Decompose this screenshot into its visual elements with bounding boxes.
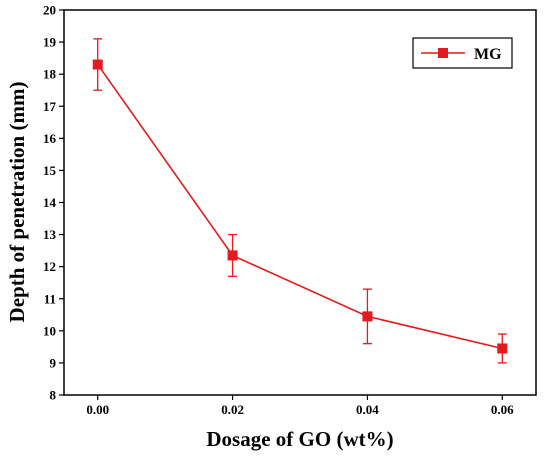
tick-group: 8 9 10 11 12 13 14 15 16 17 18 19 20 0.00 0.02 0.04 0.06 (43, 3, 514, 418)
x-tick-label: 0.04 (356, 402, 379, 417)
y-tick-label: 19 (43, 35, 57, 50)
y-tick-label: 13 (43, 227, 57, 242)
x-tick-label: 0.02 (221, 402, 244, 417)
y-tick-label: 10 (43, 323, 56, 338)
x-tick-label: 0.06 (491, 402, 514, 417)
data-point (362, 311, 373, 322)
series-line (97, 64, 503, 350)
x-tick-label: 0.00 (86, 402, 109, 417)
data-point (227, 250, 238, 261)
y-tick-label: 8 (50, 388, 57, 403)
x-axis-title: Dosage of GO (wt%) (206, 427, 393, 451)
data-mark-group (92, 38, 508, 364)
legend-marker (438, 48, 448, 58)
y-tick-label: 20 (43, 3, 56, 18)
y-tick-label: 11 (44, 291, 56, 306)
y-tick-label: 9 (50, 355, 57, 370)
y-tick-label: 15 (43, 163, 57, 178)
y-tick-label: 12 (43, 259, 56, 274)
y-tick-label: 16 (43, 131, 57, 146)
legend-label: MG (474, 46, 502, 63)
y-tick-label: 18 (43, 67, 57, 82)
data-point (92, 59, 103, 70)
y-tick-label: 14 (43, 195, 57, 210)
y-axis-title: Depth of penetration (mm) (5, 82, 29, 323)
y-tick-label: 17 (43, 99, 57, 114)
data-point (497, 343, 508, 354)
legend: MG (412, 37, 513, 69)
